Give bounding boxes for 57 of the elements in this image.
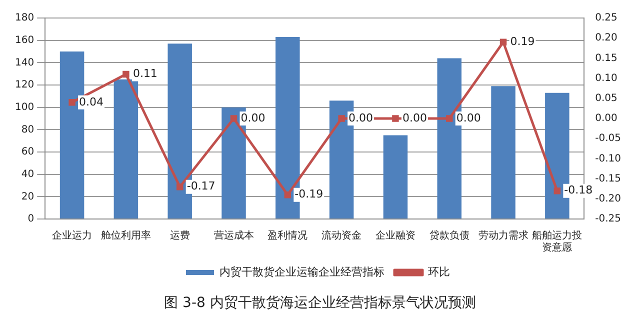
y2-tick-label: -0.20: [595, 193, 621, 204]
x-tick-label: 企业运力: [52, 230, 92, 242]
y-tick-label: 100: [14, 102, 34, 113]
legend-label: 内贸干散货企业运输企业经营指标: [220, 265, 384, 278]
y-tick-label: 160: [14, 34, 34, 46]
x-tick-label: 营运成本: [214, 230, 254, 242]
y2-tick-label: 0.15: [595, 52, 618, 64]
y2-tick-label: -0.15: [595, 173, 621, 184]
x-tick-label: 企业融资: [375, 230, 416, 242]
y2-tick-label: -0.10: [595, 153, 621, 164]
bar: [114, 79, 138, 218]
point: [176, 183, 184, 190]
text: 图 3-8 内贸干散货海运企业经营指标景气状况预测: [163, 294, 477, 312]
y-tick-label: 80: [21, 124, 34, 136]
y-tick-label: 40: [21, 168, 34, 180]
point: [230, 115, 238, 122]
y-tick-label: 140: [14, 57, 34, 68]
point: [500, 38, 507, 46]
data-label: 0.11: [132, 67, 158, 80]
x-tick-label: 舱位利用率: [100, 230, 151, 242]
x-tick-label: 船舶运力投资意愿: [532, 230, 582, 254]
bar: [383, 135, 408, 218]
y2-tick-label: 0.25: [595, 12, 618, 24]
y2-tick-label: -0.25: [595, 214, 621, 225]
data-label: 0.00: [348, 111, 374, 124]
x-tick-label: 运费: [170, 230, 190, 242]
y-tick-label: 180: [14, 12, 34, 24]
point: [554, 187, 561, 194]
y2-tick-label: 0.05: [595, 92, 618, 104]
y2-tick-label: 0.20: [595, 32, 618, 44]
data-label: 0.00: [456, 111, 481, 124]
y2-tick-label: 0.00: [595, 113, 618, 124]
x-tick-label: 贷款负债: [429, 230, 470, 242]
x-tick-label: 劳动力需求: [478, 230, 528, 242]
legend-label: 环比: [428, 265, 450, 278]
y2-tick-label: -0.05: [595, 133, 621, 144]
data-label: 0.19: [510, 34, 535, 48]
data-label: 0.00: [402, 111, 427, 124]
y-tick-label: 120: [14, 80, 34, 91]
data-label: -0.19: [294, 188, 324, 201]
data-label: 0.00: [240, 111, 266, 124]
y2-tick-label: 0.10: [595, 72, 618, 84]
point: [122, 70, 130, 78]
bar: [491, 86, 516, 218]
y-tick-label: 20: [21, 191, 34, 202]
data-label: 0.04: [79, 95, 104, 108]
point: [284, 192, 292, 198]
y-tick-label: 60: [21, 146, 34, 158]
point: [392, 115, 399, 122]
x-tick-label: 盈利情况: [268, 230, 308, 242]
point: [446, 115, 453, 122]
data-label: -0.18: [564, 184, 593, 197]
point: [338, 115, 345, 122]
x-tick-label: 流动资金: [322, 230, 362, 242]
y-tick-label: 0: [28, 214, 34, 225]
point: [68, 99, 76, 106]
data-label: -0.17: [186, 180, 216, 193]
